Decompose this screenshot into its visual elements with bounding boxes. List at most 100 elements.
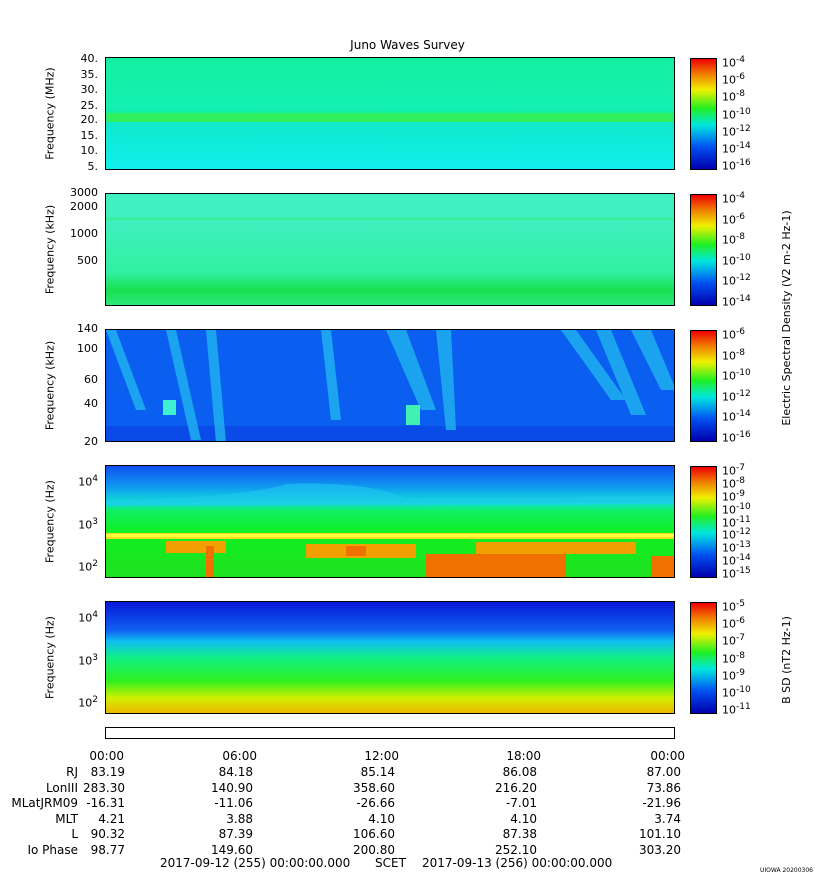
- colorbar-tick-label: 10-9: [722, 488, 745, 504]
- colorbar-tick-label: 10-13: [722, 540, 751, 555]
- ephemeris-value: 358.60: [353, 780, 395, 795]
- y-tick-label: 102: [78, 559, 98, 575]
- y-tick-label: 25.: [80, 98, 99, 112]
- ephemeris-value: 140.90: [211, 780, 253, 795]
- y-tick-label: 40.: [80, 52, 99, 66]
- colorbar-tick-label: 10-11: [722, 702, 751, 717]
- colorbar-tick-label: 10-6: [722, 327, 745, 342]
- hfr-low-heatmap: [106, 194, 674, 305]
- ephemeris-label: L: [71, 827, 78, 841]
- ephemeris-value: 3.88: [226, 811, 253, 826]
- ephemeris-label: LonIII: [45, 780, 78, 795]
- colorbar-tick-label: 10-14: [722, 294, 751, 309]
- y-tick-label: 140: [77, 322, 98, 335]
- band-21mhz: [106, 113, 674, 122]
- ephemeris-value: 216.20: [495, 780, 537, 795]
- y-tick-label: 100: [77, 342, 98, 356]
- ephemeris-value: -16.31: [86, 796, 125, 810]
- hfr-low-spectrogram: [105, 193, 675, 306]
- ephemeris-value: 101.10: [639, 827, 681, 841]
- footer-start: 2017-09-12 (255) 00:00:00.000: [160, 856, 351, 870]
- x-tick-label: 18:00: [506, 749, 541, 763]
- lfr-high-heatmap: [106, 330, 674, 441]
- y-tick-label: 104: [78, 609, 98, 625]
- lfr-high-spectrogram: [105, 329, 675, 442]
- ephemeris-value: 98.77: [90, 842, 125, 857]
- colorbar-tick-label: 10-12: [722, 273, 751, 289]
- ephemeris-value: 200.80: [353, 842, 395, 857]
- ephemeris-label: Io Phase: [27, 842, 78, 857]
- y-tick-label: 103: [78, 652, 98, 668]
- y-tick-label: 102: [78, 695, 98, 711]
- y-tick-label: 10.: [80, 143, 99, 157]
- hfr-high-heatmap: [106, 58, 674, 169]
- colorbar-tick-label: 10-4: [722, 191, 745, 206]
- y-tick-label: 5.: [87, 159, 99, 173]
- colorbar-tick-label: 10-9: [722, 667, 745, 683]
- colorbar-2: [690, 194, 717, 306]
- ephemeris-value: 106.60: [353, 827, 395, 841]
- y-tick-label: 3000: [70, 186, 98, 199]
- ephemeris-value: 283.30: [83, 780, 125, 795]
- x-tick-label: 00:00: [650, 749, 685, 763]
- colorbar-tick-label: 10-8: [722, 89, 745, 104]
- lfr-low-spectrogram: [105, 465, 675, 578]
- y-tick-label: 2000: [70, 199, 98, 213]
- ephemeris-value: 303.20: [639, 842, 681, 857]
- colorbar-tick-label: 10-12: [722, 388, 751, 404]
- y-tick-label: 103: [78, 516, 98, 532]
- colorbar-tick-label: 10-8: [722, 475, 745, 491]
- y-tick-label: 20: [84, 435, 98, 448]
- colorbar-tick-label: 10-8: [722, 650, 745, 666]
- x-tick-label: 00:00: [89, 749, 124, 763]
- colorbar-1: [690, 58, 717, 170]
- colorbar-tick-label: 10-12: [722, 527, 751, 543]
- ephemeris-label: RJ: [66, 765, 78, 779]
- colorbar-tick-label: 10-8: [722, 232, 745, 247]
- y-tick-label: 20.: [80, 113, 99, 127]
- footer-mid: SCET: [375, 856, 406, 870]
- time-axis-bar: [105, 727, 675, 739]
- stamp: UIOWA 20200306: [759, 867, 813, 874]
- colorbar-tick-label: 10-14: [722, 140, 751, 156]
- y-tick-label: 1000: [70, 226, 98, 240]
- ephemeris-value: 4.21: [98, 811, 125, 826]
- ephemeris-value: 85.14: [360, 765, 395, 779]
- colorbar-tick-label: 10-16: [722, 158, 751, 173]
- ephemeris-value: -26.66: [356, 796, 395, 810]
- ephemeris-value: 4.10: [368, 811, 395, 826]
- colorbar-tick-label: 10-8: [722, 347, 745, 363]
- colorbar-5: [690, 602, 717, 714]
- y-tick-label: 104: [78, 473, 98, 489]
- hfr-high-spectrogram: [105, 57, 675, 170]
- colorbar-tick-label: 10-6: [722, 616, 745, 631]
- colorbar-4: [690, 466, 717, 578]
- colorbar-tick-label: 10-6: [722, 72, 745, 87]
- colorbar-tick-label: 10-10: [722, 501, 751, 517]
- colorbar-tick-label: 10-15: [722, 566, 751, 581]
- colorbar-tick-label: 10-14: [722, 409, 751, 425]
- ephemeris-value: 149.60: [211, 842, 253, 857]
- colorbar-tick-label: 10-10: [722, 252, 751, 268]
- x-tick-label: 12:00: [364, 749, 399, 763]
- magnetic-heatmap: [106, 602, 674, 713]
- ephemeris-value: 86.08: [502, 765, 537, 779]
- ephemeris-value: 84.18: [218, 765, 253, 779]
- ephemeris-value: 4.10: [510, 811, 537, 826]
- footer-end: 2017-09-13 (256) 00:00:00.000: [422, 856, 613, 870]
- colorbar-tick-label: 10-7: [722, 463, 745, 478]
- colorbar-tick-label: 10-6: [722, 211, 745, 227]
- colorbar-tick-label: 10-10: [722, 684, 751, 700]
- colorbar-tick-label: 10-10: [722, 368, 751, 383]
- colorbar-tick-label: 10-12: [722, 123, 751, 139]
- y-axis-label: Frequency (kHz): [43, 204, 57, 294]
- ephemeris-value: 87.38: [502, 827, 537, 841]
- colorbar-tick-label: 10-10: [722, 106, 751, 122]
- ephemeris-value: -11.06: [214, 796, 253, 810]
- ephemeris-value: 252.10: [495, 842, 537, 857]
- colorbar-tick-label: 10-4: [722, 55, 745, 70]
- ephemeris-value: 87.39: [218, 827, 253, 841]
- ephemeris-value: 87.00: [646, 765, 681, 779]
- ephemeris-label: MLT: [55, 811, 78, 826]
